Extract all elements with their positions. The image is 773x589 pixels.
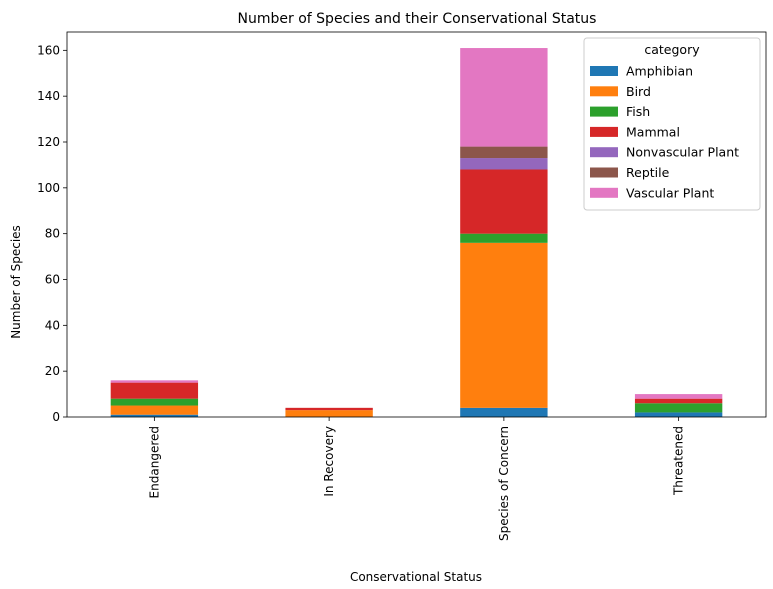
x-tick-label: Threatened [672, 426, 686, 496]
bar-endangered-vascular-plant [110, 380, 199, 383]
legend-entry: Mammal [626, 124, 680, 139]
bar-endangered-fish [110, 398, 199, 406]
legend-swatch [590, 187, 618, 198]
bar-species-of-concern-mammal [460, 169, 548, 234]
legend-swatch [590, 147, 618, 158]
legend-title: category [644, 42, 700, 57]
legend-swatch [590, 66, 618, 76]
bar-species-of-concern-reptile [460, 146, 548, 159]
plot-area [66, 31, 767, 418]
y-tick-label: 100 [37, 181, 60, 195]
bar-species-of-concern-bird [460, 242, 548, 408]
y-tick-label: 140 [37, 89, 60, 103]
bar-threatened-mammal [634, 398, 723, 404]
bar-threatened-vascular-plant [634, 394, 723, 399]
legend-entry: Vascular Plant [626, 185, 714, 200]
legend-entry: Nonvascular Plant [626, 145, 739, 160]
chart-title: Number of Species and their Conservation… [238, 11, 597, 27]
bar-endangered-bird [110, 405, 199, 415]
x-axis-label: Conservational Status [350, 570, 482, 584]
bar-endangered-mammal [110, 382, 199, 399]
legend: category Amphibian Bird Fish Mammal Nonvascul… [583, 37, 761, 211]
legend-entry: Bird [626, 84, 651, 99]
legend-entry: Fish [626, 104, 650, 119]
bar-species-of-concern-nonvascular-plant [460, 158, 548, 170]
bar-species-of-concern-fish [460, 233, 548, 243]
legend-swatch [590, 126, 618, 137]
bar-threatened-amphibian [634, 412, 723, 417]
y-tick-label: 40 [45, 318, 60, 332]
legend-swatch [590, 167, 618, 178]
legend-entry: Reptile [626, 165, 670, 180]
y-tick-label: 60 [45, 273, 60, 287]
bar-species-of-concern-amphibian [460, 407, 548, 417]
x-tick-label: In Recovery [322, 426, 336, 497]
bar-threatened-fish [634, 403, 723, 413]
legend-entry: Amphibian [626, 64, 693, 79]
x-tick-label: Endangered [147, 426, 161, 498]
bar-endangered-amphibian [110, 414, 199, 417]
y-tick-label: 0 [52, 410, 60, 424]
bar-in-recovery-bird [285, 410, 373, 417]
legend-swatch [590, 106, 618, 117]
y-tick-label: 160 [37, 43, 60, 57]
y-tick-label: 20 [45, 364, 60, 378]
legend-swatch [590, 86, 618, 97]
x-tick-label: Species of Concern [497, 426, 511, 541]
x-axis: Endangered In Recovery Species of Concern T… [147, 417, 686, 541]
legend-box [583, 37, 761, 211]
y-tick-label: 120 [37, 135, 60, 149]
y-axis: 0 20 40 60 80 100 120 140 160 [37, 43, 67, 424]
bar-in-recovery-mammal [285, 407, 373, 411]
plot-frame [66, 31, 767, 418]
y-axis-label: Number of Species [9, 225, 23, 339]
y-tick-label: 80 [45, 227, 60, 241]
bar-species-of-concern-vascular-plant [460, 48, 548, 147]
